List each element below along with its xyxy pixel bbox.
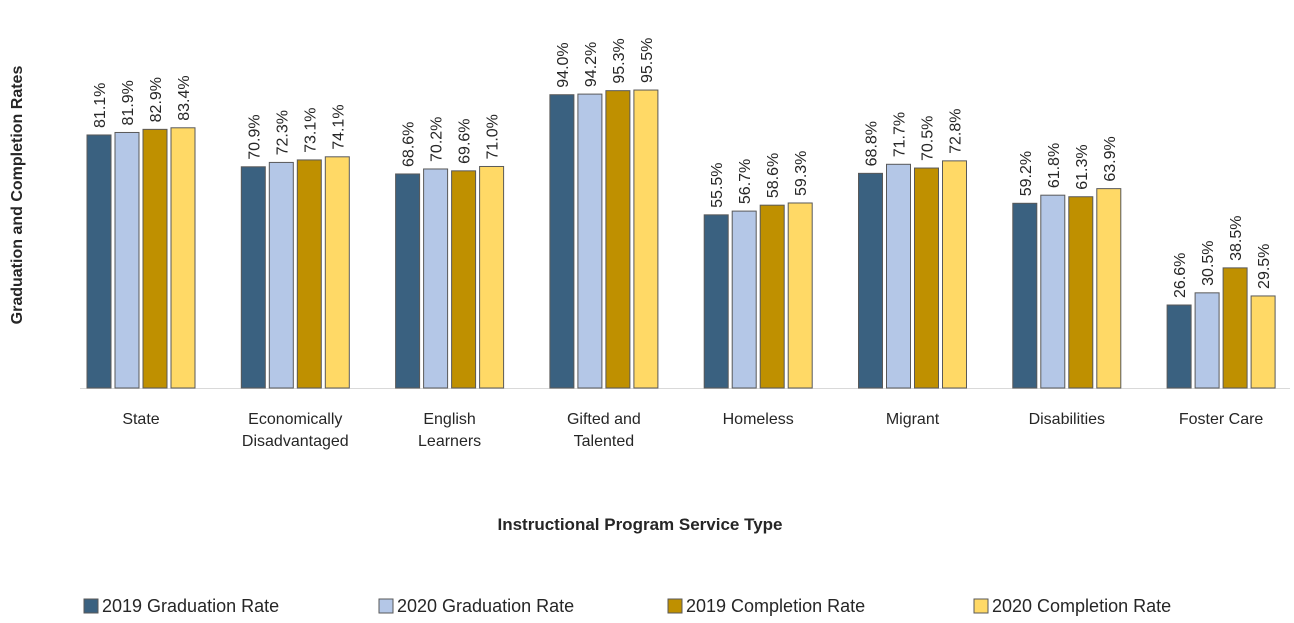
- x-tick-label: Gifted and Talented: [566, 411, 641, 450]
- data-label: 29.5%: [1256, 244, 1273, 289]
- bar: [577, 93, 603, 389]
- x-tick-label: Foster Care: [1178, 411, 1264, 428]
- x-tick-label: Homeless: [722, 411, 794, 428]
- bar: [549, 94, 575, 389]
- data-label: 38.5%: [1228, 216, 1245, 261]
- bar: [759, 204, 785, 389]
- data-label: 61.8%: [1046, 143, 1063, 188]
- y-axis-title: Graduation and Completion Rates: [9, 66, 26, 325]
- bar: [268, 161, 294, 389]
- bar: [731, 210, 757, 389]
- legend-swatch: [83, 598, 99, 614]
- bar: [170, 127, 196, 389]
- legend-swatch: [378, 598, 394, 614]
- data-label: 81.1%: [92, 83, 109, 128]
- bar: [296, 159, 322, 389]
- bar: [858, 172, 883, 389]
- bar: [1222, 267, 1248, 389]
- bar: [1250, 295, 1276, 389]
- bar: [703, 214, 729, 389]
- data-label: 74.1%: [330, 104, 347, 149]
- bar: [114, 131, 140, 389]
- data-label: 95.3%: [611, 38, 628, 83]
- bar: [605, 90, 631, 389]
- x-tick-label: State: [122, 411, 160, 428]
- legend-label: 2019 Completion Rate: [686, 596, 865, 616]
- data-label: 94.0%: [555, 42, 572, 87]
- data-label: 95.5%: [639, 38, 656, 83]
- legend-label: 2020 Graduation Rate: [397, 596, 574, 616]
- data-label: 71.7%: [892, 112, 909, 157]
- x-axis-title: Instructional Program Service Type: [498, 515, 783, 534]
- data-label: 70.5%: [920, 116, 937, 161]
- data-label: 70.2%: [429, 117, 446, 162]
- bar: [324, 156, 350, 389]
- bar: [240, 166, 266, 389]
- bar: [86, 134, 112, 389]
- legend-swatch: [667, 598, 683, 614]
- data-label: 71.0%: [485, 114, 502, 159]
- x-tick-label: Disabilities: [1028, 411, 1106, 428]
- bar: [479, 165, 505, 389]
- data-label: 72.8%: [948, 108, 965, 153]
- data-label: 30.5%: [1200, 240, 1217, 285]
- data-label: 59.2%: [1018, 151, 1035, 196]
- data-label: 56.7%: [737, 159, 754, 204]
- data-label: 68.6%: [401, 122, 418, 167]
- x-tick-label: English Learners: [418, 411, 482, 450]
- legend-label: 2019 Graduation Rate: [102, 596, 279, 616]
- data-label: 61.3%: [1074, 144, 1091, 189]
- x-tick-label: Economically Disadvantaged: [241, 411, 349, 450]
- bar: [633, 89, 659, 389]
- data-label: 70.9%: [246, 114, 263, 159]
- bar: [1068, 196, 1094, 389]
- bar: [1096, 188, 1122, 389]
- data-label: 63.9%: [1102, 136, 1119, 181]
- data-label: 58.6%: [765, 153, 782, 198]
- bar: [787, 202, 813, 389]
- legend-label: 2020 Completion Rate: [992, 596, 1171, 616]
- data-label: 81.9%: [120, 80, 137, 125]
- bar: [1194, 292, 1220, 389]
- data-label: 68.8%: [864, 121, 881, 166]
- bar: [1012, 202, 1038, 389]
- bar: [886, 163, 911, 389]
- bar: [1040, 194, 1066, 389]
- data-label: 55.5%: [709, 162, 726, 207]
- data-label: 73.1%: [302, 108, 319, 153]
- data-label: 82.9%: [148, 77, 165, 122]
- bar: [142, 128, 168, 389]
- data-label: 83.4%: [176, 75, 193, 120]
- data-label: 72.3%: [274, 110, 291, 155]
- bar: [914, 167, 939, 389]
- data-label: 94.2%: [583, 42, 600, 87]
- legend-swatch: [973, 598, 989, 614]
- data-label: 69.6%: [457, 118, 474, 163]
- bar: [942, 160, 967, 389]
- bar: [395, 173, 421, 389]
- bar: [423, 168, 449, 389]
- data-label: 59.3%: [793, 151, 810, 196]
- x-tick-label: Migrant: [885, 411, 940, 428]
- bar: [1166, 304, 1192, 389]
- data-label: 26.6%: [1172, 253, 1189, 298]
- bar: [451, 170, 477, 389]
